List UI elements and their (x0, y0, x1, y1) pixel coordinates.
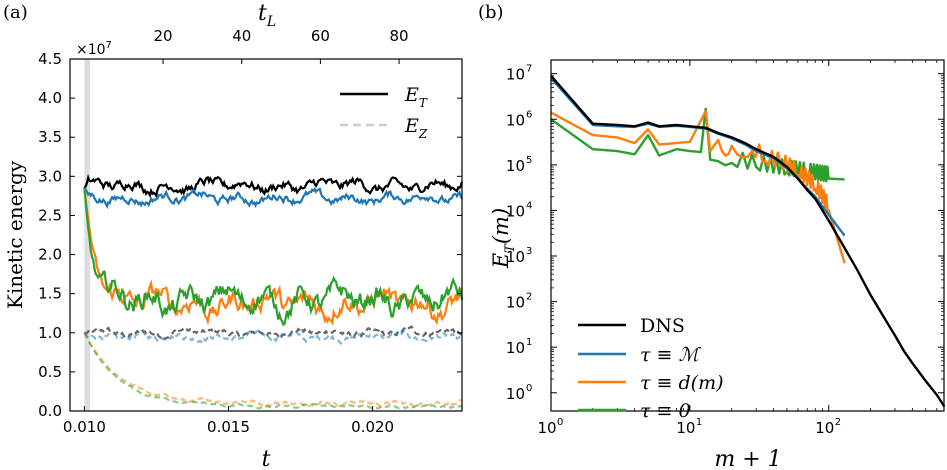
panel-a-y-tick-label: 4.0 (38, 89, 62, 107)
panel-a-y-scale: ×107 (76, 40, 112, 58)
panel-a-y-tick-label: 0.5 (38, 363, 62, 381)
panel-a-y-tick-label: 1.5 (38, 285, 62, 303)
panel-b-y-tick-label: 10 (506, 248, 525, 266)
panel-a-series-line (83, 188, 464, 327)
panel-a-y-tick-label: 3.5 (38, 128, 62, 146)
panel-b-tag: (b) (478, 2, 504, 23)
panel-a-series-line (84, 325, 463, 340)
panel-a-y-tick-label: 2.0 (38, 246, 62, 264)
panel-a-shaded-interval (84, 59, 91, 411)
panel-a-frame (69, 58, 463, 412)
panel-a: (a) 0.0 0.5 1.0 1.5 2.0 2.5 3.0 3.5 4.0 4.5 0.010… (3, 1, 464, 470)
legend-b-label-tau-d: τ ≡ d(m) (640, 372, 724, 394)
panel-b-y-tick-exponent: 6 (526, 109, 532, 120)
panel-b-y-tick-label: 10 (506, 202, 525, 220)
panel-b-x-label: m + 1 (714, 447, 781, 470)
panel-a-top-tick-label: 40 (232, 27, 251, 45)
panel-b-y-tick-exponent: 5 (526, 155, 532, 166)
panel-b-x-tick-exponent: 0 (557, 417, 563, 428)
panel-a-series-line (83, 328, 463, 345)
panel-b-y-tick-label: 10 (506, 294, 525, 312)
panel-b-plot-area (550, 75, 946, 408)
panel-a-top-axis-label: tL (258, 1, 276, 30)
panel-a-x-ticks: 0.010 0.015 0.020 (63, 406, 394, 436)
panel-a-x-tick-label: 0.010 (63, 418, 106, 436)
panel-a-top-tick-label: 80 (390, 27, 409, 45)
panel-b-series-line (550, 75, 946, 408)
panel-a-y-tick-label: 1.0 (38, 324, 62, 342)
panel-a-top-tick-label: 20 (154, 27, 173, 45)
panel-b-x-tick-label: 10 (537, 419, 556, 437)
panel-b-x-ticks: 10 0 10 1 10 2 (537, 60, 938, 437)
panel-a-x-tick-label: 0.015 (207, 418, 250, 436)
panel-a-y-ticks: 0.0 0.5 1.0 1.5 2.0 2.5 3.0 3.5 4.0 4.5 (38, 50, 462, 420)
legend-b-label-dns: DNS (640, 315, 685, 337)
panel-b-y-tick-exponent: 3 (526, 246, 532, 257)
panel-a-y-tick-label: 3.0 (38, 167, 62, 185)
panel-a-y-tick-label: 0.0 (38, 402, 62, 420)
panel-b-y-tick-exponent: 2 (526, 292, 532, 303)
panel-a-x-tick-label: 0.020 (351, 418, 394, 436)
panel-a-series-line (83, 186, 463, 210)
panel-b-x-tick-exponent: 2 (835, 417, 841, 428)
panel-b-y-tick-exponent: 1 (526, 337, 532, 348)
panel-a-y-tick-label: 2.5 (38, 206, 62, 224)
panel-a-legend: ET EZ (340, 84, 428, 141)
panel-a-series-line (83, 173, 464, 199)
panel-b-y-tick-label: 10 (506, 157, 525, 175)
panel-b-y-tick-label: 10 (506, 66, 525, 84)
legend-a-label-zonal: EZ (404, 115, 428, 141)
panel-a-plot-area (83, 59, 464, 411)
panel-a-series-line (83, 332, 463, 409)
panel-b-frame (550, 59, 945, 412)
legend-b-label-tau-m: τ ≡ ℳ (640, 344, 702, 366)
panel-b-y-tick-exponent: 0 (526, 383, 532, 394)
panel-b-series-line (550, 77, 846, 237)
panel-a-top-tick-label: 60 (311, 27, 330, 45)
panel-b-legend: DNS τ ≡ ℳ τ ≡ d(m) τ ≡ 0 (578, 315, 724, 422)
panel-b-series-line (550, 107, 845, 183)
panel-b-y-tick-label: 10 (506, 111, 525, 129)
panel-a-x-label: t (262, 447, 271, 470)
panel-a-top-ticks: 20 40 60 80 (154, 27, 409, 64)
panel-b-x-tick-label: 10 (676, 419, 695, 437)
panel-b-series-line (550, 110, 846, 264)
legend-b-label-tau-0: τ ≡ 0 (640, 400, 691, 422)
panel-b-x-tick-exponent: 1 (696, 417, 702, 428)
legend-a-label-total: ET (404, 84, 428, 110)
panel-b-x-tick-label: 10 (815, 419, 834, 437)
panel-b-y-tick-exponent: 7 (526, 64, 532, 75)
panel-a-series-line (83, 332, 463, 410)
panel-a-tag: (a) (3, 2, 28, 23)
panel-a-y-tick-label: 4.5 (38, 50, 62, 68)
panel-b-y-tick-label: 10 (506, 385, 525, 403)
panel-a-y-label: Kinetic energy (3, 160, 27, 309)
panel-b-y-tick-exponent: 4 (526, 200, 532, 211)
panel-b-y-label: ET(m) (489, 208, 518, 269)
panel-b-y-tick-label: 10 (506, 339, 525, 357)
